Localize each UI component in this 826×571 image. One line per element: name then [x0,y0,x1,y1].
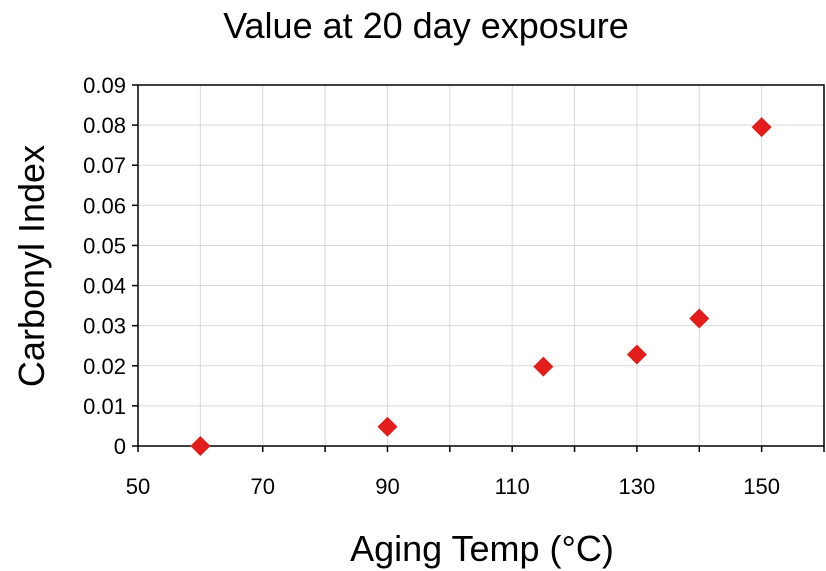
y-tick-label: 0.04 [83,274,126,299]
chart-title: Value at 20 day exposure [223,5,629,46]
y-tick-label: 0.07 [83,153,126,178]
y-axis-ticks: 0 0.01 0.02 0.03 0.04 0.05 0.06 0.07 0.08 0.09 [83,73,138,459]
y-tick-label: 0.06 [83,193,126,218]
x-tick-label: 90 [375,474,399,499]
data-point [533,356,554,377]
y-tick-label: 0.03 [83,314,126,339]
x-tick-label: 130 [619,474,656,499]
x-tick-label: 50 [126,474,150,499]
data-points [190,117,772,456]
data-point [626,344,647,365]
y-tick-label: 0.01 [83,394,126,419]
x-tick-label: 150 [743,474,780,499]
x-tick-label: 70 [250,474,274,499]
data-point [190,436,211,456]
y-tick-label: 0.05 [83,233,126,258]
y-axis-title: Carbonyl Index [11,145,52,387]
y-tick-label: 0.09 [83,73,126,98]
x-axis-title: Aging Temp (°C) [350,528,614,569]
y-tick-label: 0.08 [83,113,126,138]
x-axis-ticks: 50 70 90 110 130 150 [126,446,825,499]
y-tick-label: 0.02 [83,354,126,379]
data-point [751,117,772,138]
data-point [689,308,710,329]
x-tick-label: 110 [495,474,530,499]
grid-lines [138,84,824,447]
y-tick-label: 0 [114,434,126,459]
plot-area [137,84,825,447]
data-point [377,416,398,437]
